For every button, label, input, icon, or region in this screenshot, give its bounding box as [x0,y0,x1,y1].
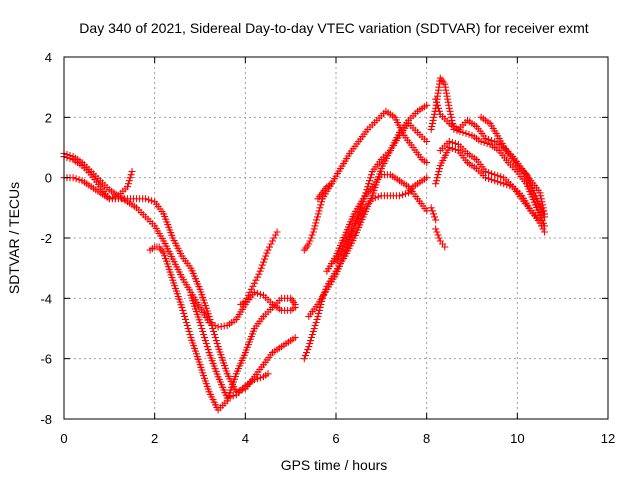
data-series [432,225,449,251]
data-points [60,74,548,414]
x-tick-labels: 0 2 4 6 8 10 12 [60,431,615,446]
data-series [427,204,440,224]
series-markers [237,228,281,308]
x-tick-label: 8 [423,431,430,446]
x-tick-label: 2 [151,431,158,446]
series-markers [436,138,544,224]
series-markers [477,113,548,221]
x-tick-label: 0 [60,431,67,446]
x-tick-label: 6 [332,431,339,446]
x-axis-label: GPS time / hours [281,457,388,473]
y-tick-label: 2 [45,110,52,125]
series-markers [146,243,299,414]
x-tick-label: 4 [242,431,249,446]
y-tick-label: -8 [40,412,52,427]
data-series [436,138,544,224]
series-markers [314,180,335,203]
data-series [477,113,548,221]
x-tick-label: 12 [601,431,615,446]
data-series [323,171,431,275]
y-tick-label: 0 [45,171,52,186]
y-tick-label: -2 [40,231,52,246]
chart-title: Day 340 of 2021, Sidereal Day-to-day VTE… [79,20,588,36]
y-tick-label: -4 [40,291,52,306]
series-markers [323,171,431,275]
grid-lines [64,57,608,419]
series-markers [332,174,431,266]
series-markers [300,107,431,254]
series-markers [427,204,440,224]
y-tick-label: 4 [45,50,52,65]
axis-ticks [63,56,609,420]
x-tick-label: 10 [510,431,524,446]
series-markers [432,225,449,251]
y-axis-label: SDTVAR / TECUs [6,182,22,294]
data-series [146,243,299,414]
y-tick-label: -6 [40,352,52,367]
series-markers [187,291,272,402]
data-series [300,107,431,254]
data-series [332,174,431,266]
data-series [187,291,272,402]
y-tick-labels: -8 -6 -4 -2 0 2 4 [40,50,52,427]
data-series [314,180,335,203]
data-series [237,228,281,308]
